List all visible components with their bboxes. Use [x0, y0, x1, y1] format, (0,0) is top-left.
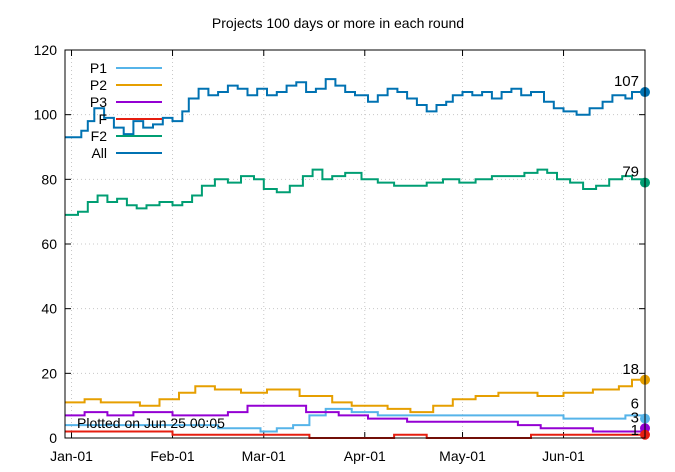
series-end-label-p2: 18 [622, 361, 639, 378]
series-end-label-all: 107 [614, 73, 639, 90]
chart-title: Projects 100 days or more in each round [212, 15, 464, 31]
series-line-p3 [65, 404, 645, 433]
y-tick-label: 120 [34, 42, 58, 58]
legend-label-all: All [91, 145, 107, 161]
series-end-label-p3: 3 [631, 409, 639, 426]
series-lines [65, 78, 645, 439]
end-labels: 6 18 31 79 107 [614, 73, 639, 439]
x-tick-label: Jun-01 [542, 448, 585, 464]
y-tick-label: 60 [41, 236, 57, 252]
x-tick-label: Apr-01 [344, 448, 386, 464]
legend-label-p2: P2 [90, 77, 107, 93]
legend-label-f2: F2 [91, 128, 108, 144]
y-tick-label: 20 [41, 365, 57, 381]
legend-label-f: F [98, 111, 107, 127]
y-tick-label: 0 [49, 430, 57, 446]
series-line-f2 [65, 168, 645, 216]
series-end-label-p1: 6 [631, 396, 639, 413]
series-line-all [65, 78, 645, 139]
x-tick-label: Feb-01 [150, 448, 195, 464]
grid [65, 50, 645, 438]
axis-ticks: 0 20 40 60 80 100 120 Jan-01 Feb-01 Mar-01 Apr-01 M… [34, 42, 645, 464]
y-tick-label: 40 [41, 301, 57, 317]
series-line-p2 [65, 378, 645, 414]
plot-frame [64, 49, 646, 439]
series-end-label-f: 1 [631, 422, 639, 439]
y-tick-label: 100 [34, 107, 58, 123]
series-line-f [65, 430, 645, 439]
x-tick-label: May-01 [439, 448, 486, 464]
legend-label-p3: P3 [90, 94, 107, 110]
series-line-p1 [65, 407, 645, 433]
x-tick-label: Jan-01 [50, 448, 93, 464]
series-end-label-f2: 79 [622, 164, 639, 181]
x-tick-label: Mar-01 [242, 448, 287, 464]
legend-label-p1: P1 [90, 60, 107, 76]
y-tick-label: 80 [41, 171, 57, 187]
plot-timestamp-note: Plotted on Jun 25 00:05 [77, 415, 225, 431]
